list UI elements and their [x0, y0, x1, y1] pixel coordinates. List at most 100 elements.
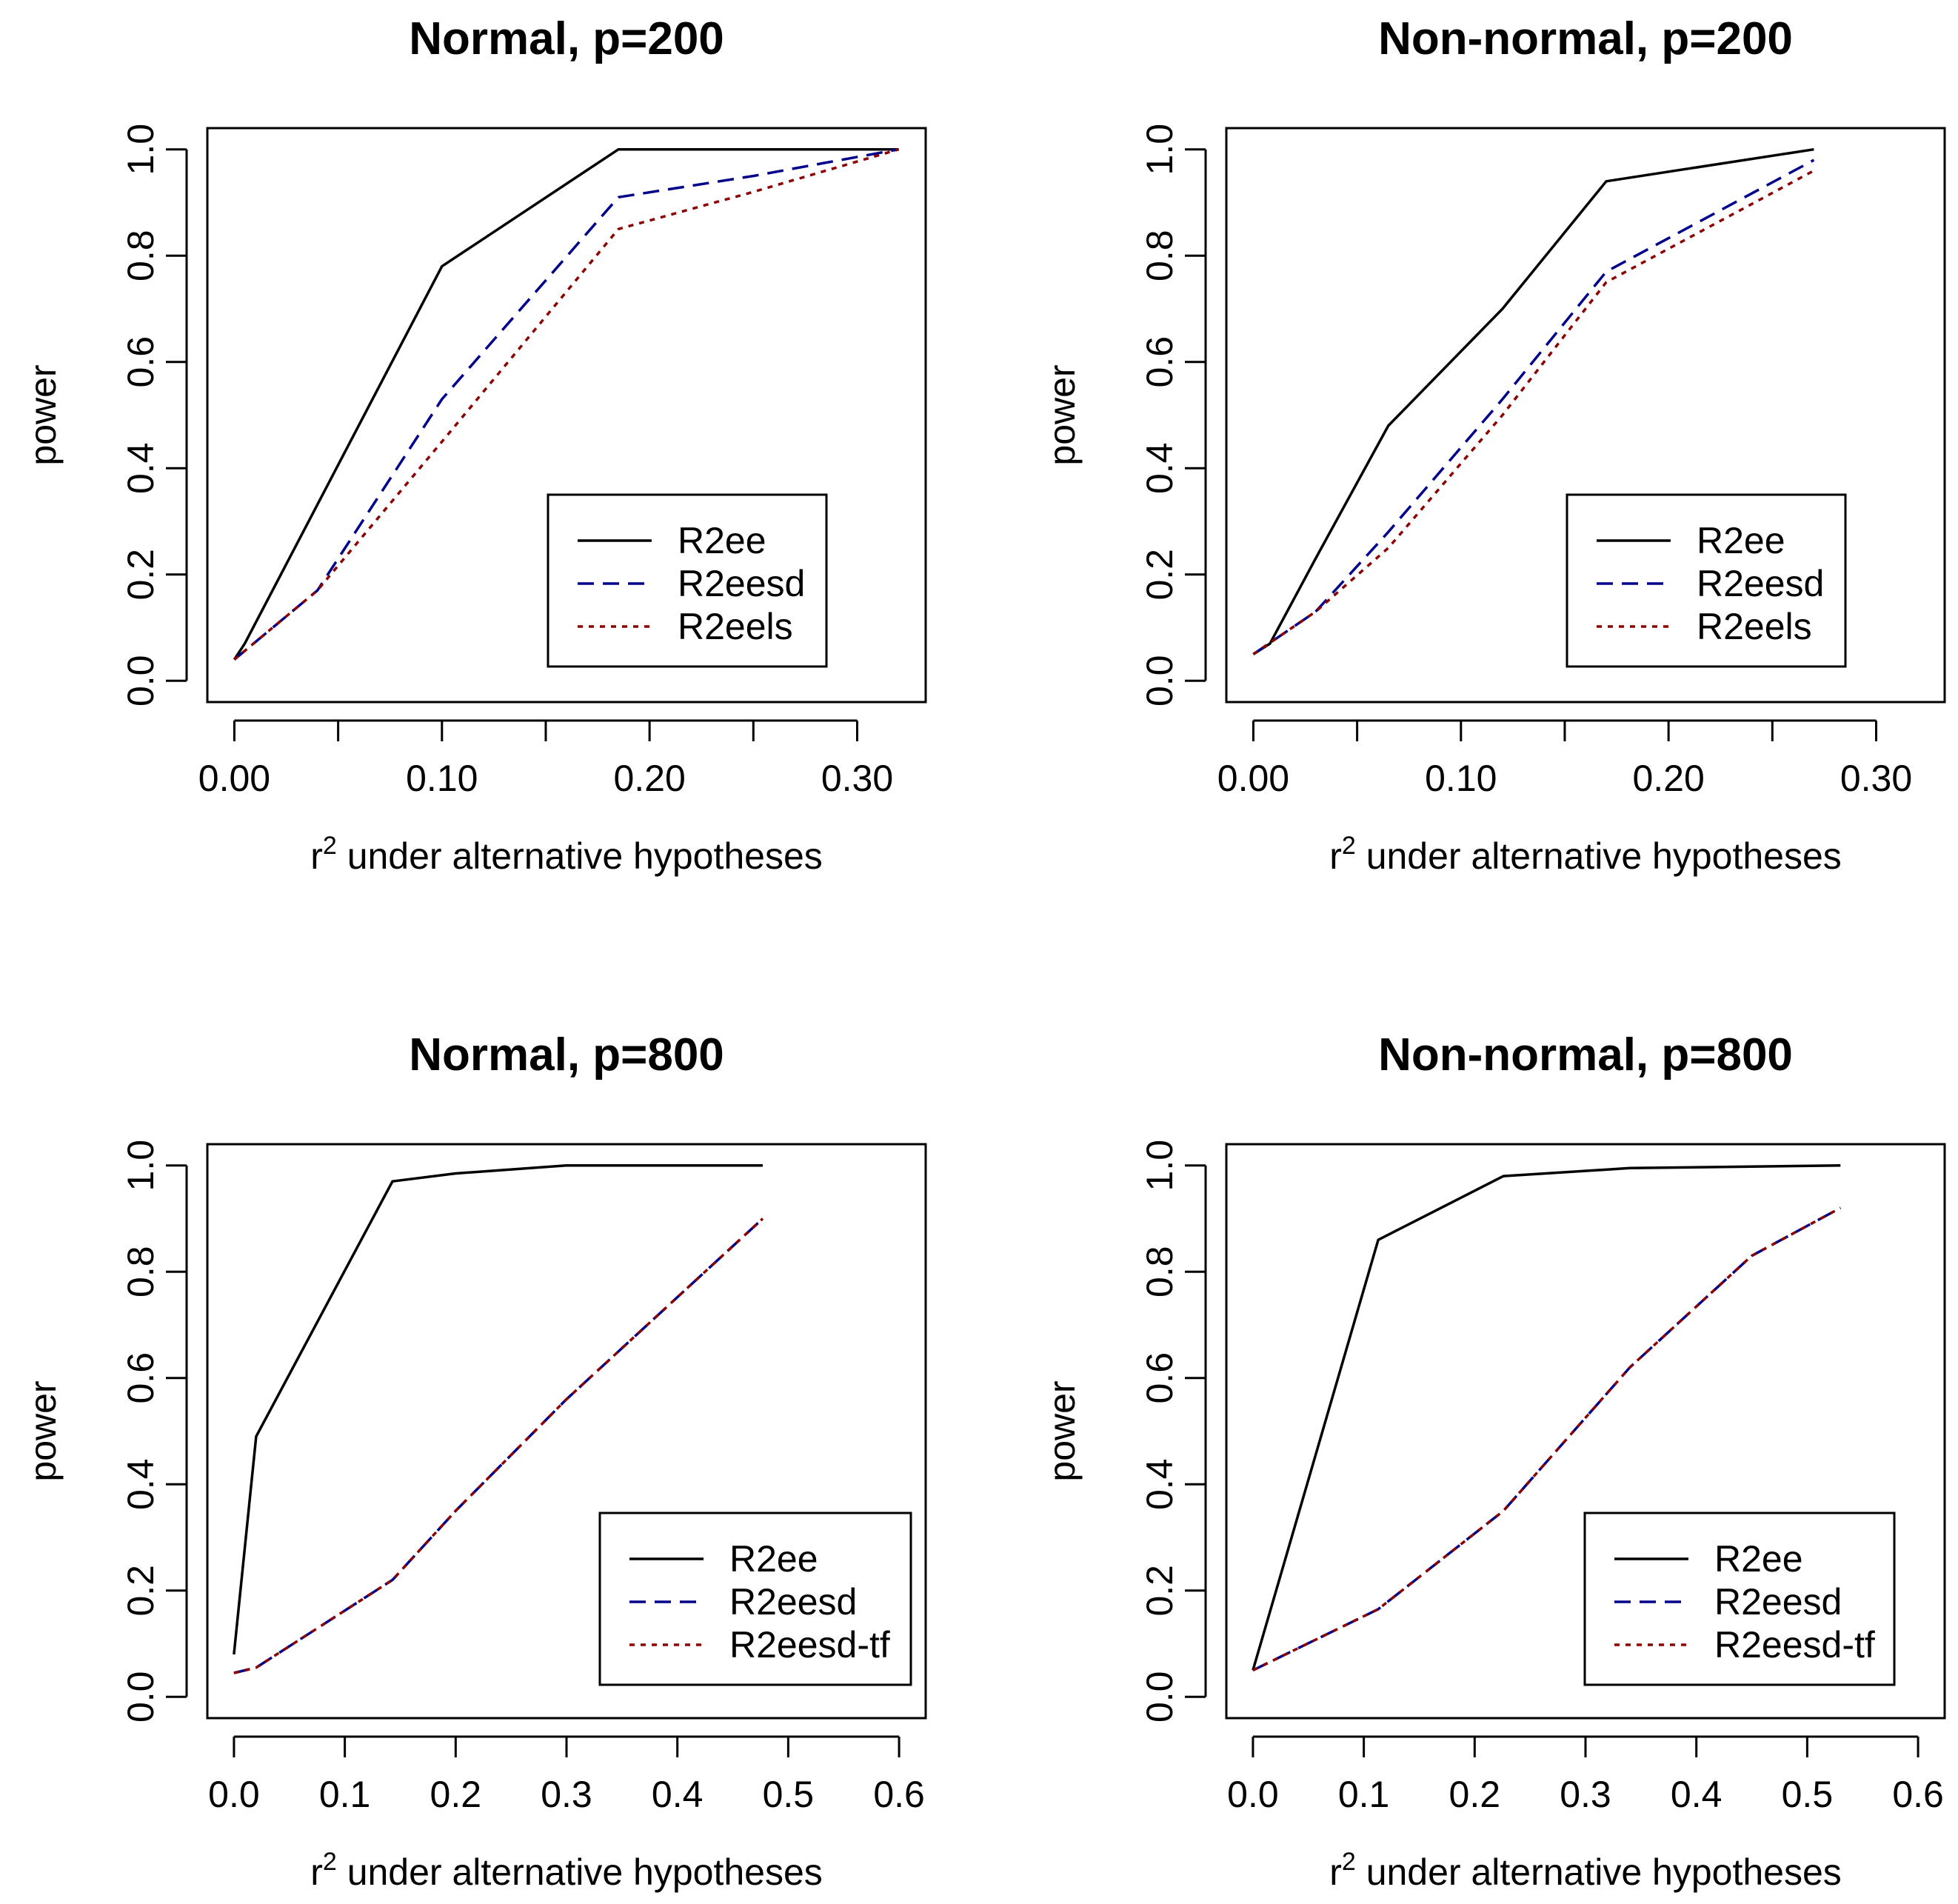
- plot-frame: [1225, 1143, 1946, 1720]
- x-tick-label: 0.1: [1338, 1774, 1390, 1815]
- y-tick-label: 0.0: [120, 655, 161, 707]
- legend-label: R2eesd: [729, 1581, 857, 1623]
- x-axis: 0.0 0.1 0.2 0.3 0.4 0.5 0.6: [208, 1735, 925, 1815]
- series-line-r2ee: [233, 1163, 763, 1655]
- x-tick-label: 0.5: [1782, 1774, 1834, 1815]
- y-tick-label: 0.8: [120, 230, 161, 281]
- y-tick-label: 0.6: [120, 1352, 161, 1404]
- x-axis-label-r: r: [1329, 1851, 1342, 1893]
- x-axis-label-superscript: 2: [1342, 1848, 1356, 1876]
- x-tick-label: 0.00: [1217, 758, 1289, 799]
- x-axis: 0.0 0.1 0.2 0.3 0.4 0.5 0.6: [1227, 1735, 1944, 1815]
- x-axis-label-superscript: 2: [323, 1848, 337, 1876]
- plot-frame: [1225, 127, 1946, 704]
- legend-label: R2ee: [678, 520, 766, 561]
- x-tick-label: 0.3: [541, 1774, 592, 1815]
- x-tick-label: 0.2: [1449, 1774, 1501, 1815]
- x-axis: 0.00 0.10 0.20 0.30: [198, 719, 893, 799]
- x-tick-label: 0.4: [652, 1774, 704, 1815]
- series-line-r2ee: [1252, 147, 1814, 655]
- x-axis-label-rest: under alternative hypotheses: [337, 1851, 823, 1893]
- legend-box: [547, 493, 828, 668]
- legend-label: R2eesd: [678, 563, 805, 604]
- y-tick-label: 0.2: [1139, 549, 1180, 601]
- series-line-r2eesd-tf: [233, 1217, 764, 1674]
- y-axis-label: power: [22, 364, 64, 465]
- y-tick-label: 0.8: [1139, 1246, 1180, 1297]
- y-axis: 0.0 0.2 0.4 0.6 0.8 1.0: [120, 124, 188, 707]
- series-layer: [233, 147, 900, 661]
- x-tick-label: 0.10: [406, 758, 478, 799]
- y-tick-label: 0.0: [1139, 1671, 1180, 1723]
- x-tick-label: 0.2: [430, 1774, 482, 1815]
- plot-frame: [206, 127, 927, 704]
- legend-box: [1566, 493, 1847, 668]
- y-tick-label: 0.2: [1139, 1565, 1180, 1617]
- y-tick-label: 0.4: [120, 443, 161, 495]
- series-line-r2eesd: [1252, 158, 1815, 655]
- chart-panel-normal-p800: Normal, p=800 0.0 0.1 0.2 0.3 0.4 0.5 0.6 0.00…: [22, 1029, 927, 1893]
- x-axis-label-superscript: 2: [323, 832, 337, 860]
- x-tick-label: 0.0: [208, 1774, 260, 1815]
- y-tick-label: 0.6: [1139, 1352, 1180, 1404]
- y-tick-label: 1.0: [1139, 1140, 1180, 1192]
- chart-title: Non-normal, p=200: [1378, 13, 1793, 64]
- legend-box: [598, 1511, 912, 1686]
- y-tick-label: 0.0: [1139, 655, 1180, 707]
- plot-frame: [206, 1143, 927, 1720]
- y-tick-label: 0.6: [120, 336, 161, 388]
- x-tick-label: 0.0: [1227, 1774, 1279, 1815]
- x-axis-label: r2 under alternative hypotheses: [310, 832, 823, 877]
- x-axis: 0.00 0.10 0.20 0.30: [1217, 719, 1912, 799]
- y-tick-label: 1.0: [120, 1140, 161, 1192]
- y-axis: 0.0 0.2 0.4 0.6 0.8 1.0: [1139, 1140, 1207, 1723]
- x-tick-label: 0.30: [1840, 758, 1912, 799]
- x-tick-label: 0.20: [1632, 758, 1704, 799]
- x-tick-label: 0.00: [198, 758, 270, 799]
- series-layer: [233, 1163, 764, 1674]
- legend-label: R2eesd-tf: [729, 1624, 890, 1666]
- x-tick-label: 0.6: [1892, 1774, 1944, 1815]
- y-tick-label: 0.8: [120, 1246, 161, 1297]
- legend-label: R2ee: [729, 1538, 818, 1580]
- y-tick-label: 0.4: [120, 1459, 161, 1511]
- series-layer: [1252, 147, 1815, 655]
- y-axis: 0.0 0.2 0.4 0.6 0.8 1.0: [1139, 124, 1207, 707]
- x-axis-label-r: r: [1329, 835, 1342, 877]
- x-axis-label: r2 under alternative hypotheses: [310, 1848, 823, 1893]
- chart-title: Non-normal, p=800: [1378, 1029, 1793, 1080]
- y-tick-label: 1.0: [1139, 124, 1180, 176]
- x-axis-label-rest: under alternative hypotheses: [337, 835, 823, 877]
- y-axis: 0.0 0.2 0.4 0.6 0.8 1.0: [120, 1140, 188, 1723]
- chart-title: Normal, p=200: [409, 13, 724, 64]
- y-tick-label: 0.4: [1139, 1459, 1180, 1511]
- x-tick-label: 0.3: [1560, 1774, 1611, 1815]
- series-line-r2ee: [1252, 1163, 1841, 1671]
- chart-panel-nonnormal-p800: Non-normal, p=800 0.0 0.1 0.2 0.3 0.4 0.5 0.6 …: [1041, 1029, 1946, 1893]
- series-layer: [1252, 1163, 1842, 1671]
- y-axis-label: power: [1041, 1380, 1083, 1481]
- series-line-r2ee: [233, 147, 899, 661]
- x-axis-label-r: r: [310, 835, 323, 877]
- x-axis-label-rest: under alternative hypotheses: [1356, 835, 1842, 877]
- series-line-r2eesd-tf: [1252, 1206, 1842, 1671]
- legend-label: R2eels: [678, 606, 793, 647]
- x-tick-label: 0.30: [821, 758, 893, 799]
- x-tick-label: 0.5: [763, 1774, 815, 1815]
- x-tick-label: 0.4: [1671, 1774, 1723, 1815]
- x-axis-label: r2 under alternative hypotheses: [1329, 832, 1842, 877]
- chart-title: Normal, p=800: [409, 1029, 724, 1080]
- x-tick-label: 0.1: [319, 1774, 371, 1815]
- y-tick-label: 0.4: [1139, 443, 1180, 495]
- x-axis-label-r: r: [310, 1851, 323, 1893]
- x-tick-label: 0.20: [613, 758, 685, 799]
- legend-box: [1583, 1511, 1896, 1686]
- chart-panel-nonnormal-p200: Non-normal, p=200 0.00 0.10 0.20 0.30 0.00.…: [1041, 13, 1946, 877]
- y-tick-label: 0.2: [120, 1565, 161, 1617]
- chart-panel-normal-p200: Normal, p=200 0.00 0.10 0.20 0.30 0.0 0.2 0.4…: [22, 13, 927, 877]
